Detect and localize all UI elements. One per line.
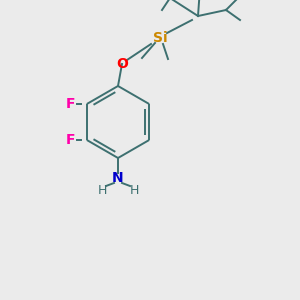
Text: O: O [116,57,128,71]
Text: F: F [66,133,76,147]
Text: F: F [66,97,76,111]
Text: Si: Si [153,31,167,45]
Text: N: N [112,171,124,185]
Text: H: H [97,184,107,196]
Text: H: H [129,184,139,196]
